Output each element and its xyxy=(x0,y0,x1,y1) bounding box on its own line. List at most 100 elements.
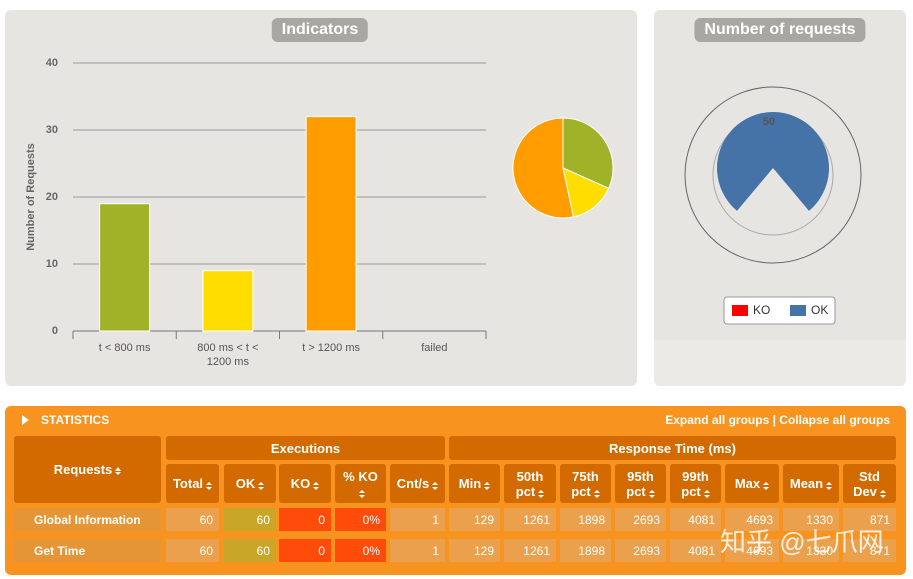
group-header: Executions xyxy=(166,436,445,460)
cell-value: 871 xyxy=(843,539,896,562)
row-label[interactable]: Get Time xyxy=(14,539,161,562)
column-header[interactable]: KO xyxy=(279,464,331,503)
cell-value: 0% xyxy=(335,539,386,562)
gauge-tick-label: 50 xyxy=(763,116,775,128)
cell-value: 4693 xyxy=(725,539,779,562)
panel-title: Indicators xyxy=(271,18,369,42)
header-text: % KO xyxy=(339,469,382,499)
cell-value: 1898 xyxy=(560,508,611,531)
pie-slice xyxy=(717,111,829,211)
x-tick-label: t < 800 ms xyxy=(98,342,151,354)
x-tick-label: failed xyxy=(421,342,448,354)
cell-value: 2693 xyxy=(615,508,666,531)
pie-slice xyxy=(512,117,574,219)
sort-icon xyxy=(763,482,770,490)
sort-icon xyxy=(258,482,265,490)
header-text: OK xyxy=(236,476,265,491)
legend-swatch xyxy=(790,305,806,316)
cell-value: 60 xyxy=(166,539,219,562)
group-header: Response Time (ms) xyxy=(449,436,896,460)
collapse-icon[interactable] xyxy=(21,414,31,426)
panel-title: Number of requests xyxy=(694,18,866,42)
column-header[interactable]: 50th pct xyxy=(504,464,556,503)
cell-value: 60 xyxy=(224,539,276,562)
group-links: Expand all groups | Collapse all groups xyxy=(665,413,890,427)
cell-value: 0 xyxy=(279,539,331,562)
header-text: Std Dev xyxy=(847,469,892,499)
expand-link[interactable]: Expand all groups xyxy=(665,413,770,427)
cell-value: 129 xyxy=(449,539,500,562)
cell-value: 4081 xyxy=(670,508,721,531)
sort-icon xyxy=(313,482,320,490)
header-text: Total xyxy=(173,476,213,491)
bar xyxy=(202,270,254,332)
sort-icon xyxy=(484,482,491,490)
header-text: 50th pct xyxy=(515,468,545,499)
cell-value: 1 xyxy=(390,539,445,562)
column-header[interactable]: 75th pct xyxy=(560,464,611,503)
header-text: Min xyxy=(459,476,491,491)
sort-icon xyxy=(432,482,439,490)
gauge-ring xyxy=(684,86,862,264)
column-header[interactable]: Total xyxy=(166,464,219,503)
sort-icon xyxy=(115,467,122,475)
sort-icon xyxy=(538,489,545,498)
cell-value: 129 xyxy=(449,508,500,531)
column-header[interactable]: Cnt/s xyxy=(390,464,445,503)
pie-slice xyxy=(562,117,614,189)
cell-value: 0 xyxy=(279,508,331,531)
sort-icon xyxy=(359,489,365,498)
column-header[interactable]: 95th pct xyxy=(615,464,666,503)
header-text: Mean xyxy=(790,476,833,491)
statistics-title: STATISTICS xyxy=(41,413,110,427)
bar xyxy=(305,116,357,332)
y-tick-label: 20 xyxy=(46,191,58,203)
header-text: 75th pct xyxy=(571,468,600,499)
legend-swatch xyxy=(732,305,748,316)
cell-value: 1898 xyxy=(560,539,611,562)
y-tick-label: 30 xyxy=(46,124,58,136)
sort-icon xyxy=(879,489,886,498)
cell-value: 4081 xyxy=(670,539,721,562)
column-header[interactable]: Mean xyxy=(783,464,839,503)
cell-value: 60 xyxy=(224,508,276,531)
header-text: 99th pct xyxy=(681,468,710,499)
column-header[interactable]: Min xyxy=(449,464,500,503)
legend-label: OK xyxy=(811,303,828,317)
sort-icon xyxy=(826,482,833,490)
column-header[interactable]: Max xyxy=(725,464,779,503)
y-tick-label: 40 xyxy=(46,57,58,69)
cell-value: 1330 xyxy=(783,508,839,531)
header-text: 95th pct xyxy=(626,468,655,499)
cell-value: 1 xyxy=(390,508,445,531)
legend-label: KO xyxy=(753,303,770,317)
column-header[interactable]: % KO xyxy=(335,464,386,503)
column-header[interactable]: Std Dev xyxy=(843,464,896,503)
collapse-link[interactable]: Collapse all groups xyxy=(779,413,890,427)
cell-value: 0% xyxy=(335,508,386,531)
y-tick-label: 10 xyxy=(46,258,58,270)
cell-value: 60 xyxy=(166,508,219,531)
header-text: Requests xyxy=(54,462,122,477)
sort-icon xyxy=(593,489,600,498)
cell-value: 1261 xyxy=(504,539,556,562)
cell-value: 2693 xyxy=(615,539,666,562)
cell-value: 1330 xyxy=(783,539,839,562)
column-header[interactable]: 99th pct xyxy=(670,464,721,503)
sort-icon xyxy=(206,482,213,490)
header-text: KO xyxy=(291,476,320,491)
column-header[interactable]: OK xyxy=(224,464,276,503)
cell-value: 871 xyxy=(843,508,896,531)
row-label[interactable]: Global Information xyxy=(14,508,161,531)
x-tick-label: 800 ms < t < 1200 ms xyxy=(197,342,259,368)
column-header[interactable]: Requests xyxy=(14,436,161,503)
watermark: 知乎 @七爪网 xyxy=(720,527,884,557)
sort-icon xyxy=(703,489,710,498)
cell-value: 4693 xyxy=(725,508,779,531)
y-tick-label: 0 xyxy=(52,325,58,337)
charts: 0 10 20 30 40 Number of Requests 50 KO OK xyxy=(25,57,862,339)
cell-value: 1261 xyxy=(504,508,556,531)
sort-icon xyxy=(648,489,655,498)
x-tick-label: t > 1200 ms xyxy=(302,342,361,354)
